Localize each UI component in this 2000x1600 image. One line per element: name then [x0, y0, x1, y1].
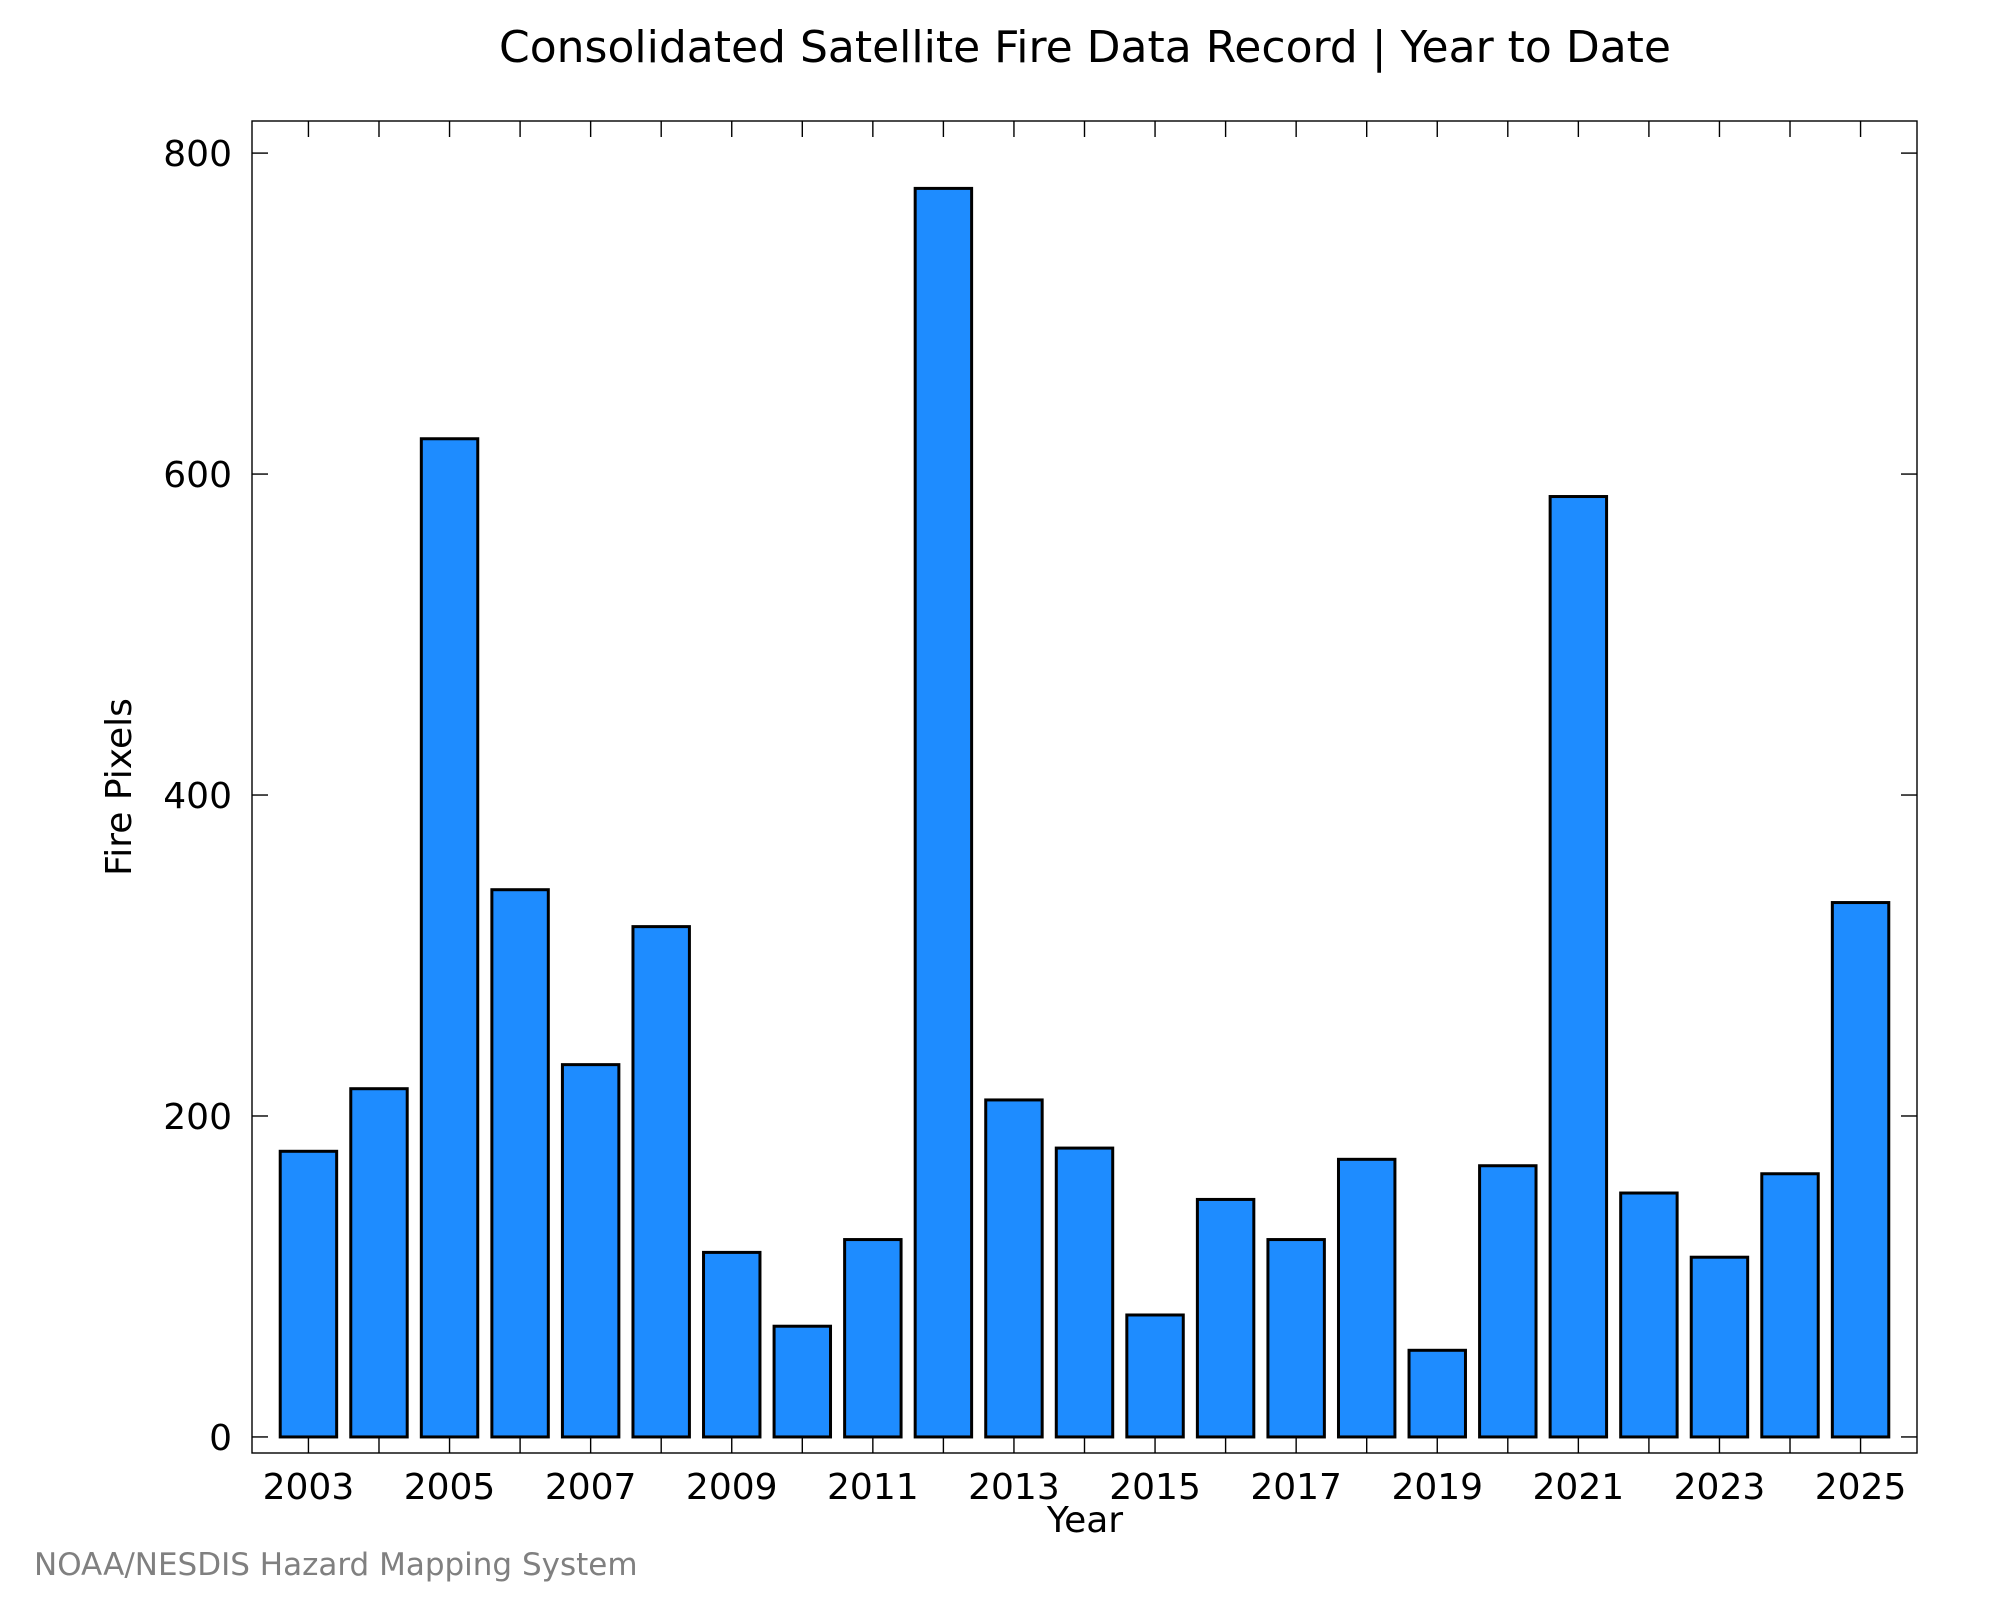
bar-2017	[1266, 1238, 1326, 1439]
y-axis: 0 200 400 600 800	[163, 134, 1917, 1459]
x-tick-label: 2019	[1391, 1467, 1483, 1508]
bar-2018	[1336, 1157, 1397, 1439]
y-tick-label: 200	[163, 1097, 232, 1138]
x-tick-label: 2013	[968, 1467, 1060, 1508]
bar-2003	[278, 1149, 339, 1439]
bar-2006	[490, 888, 550, 1439]
bar-2012	[913, 186, 974, 1439]
bars	[278, 186, 1891, 1439]
bar-2015	[1125, 1313, 1185, 1439]
x-tick-label: 2011	[827, 1467, 919, 1508]
x-tick-label: 2023	[1674, 1467, 1766, 1508]
y-axis-label: Fire Pixels	[99, 698, 140, 876]
bar-2007	[560, 1063, 621, 1439]
x-tick-label: 2003	[263, 1467, 355, 1508]
bar-2024	[1760, 1172, 1820, 1439]
y-tick-label: 800	[163, 134, 232, 175]
x-axis-label: Year	[1046, 1500, 1123, 1541]
bar-2019	[1407, 1348, 1467, 1439]
x-tick-label: 2025	[1815, 1467, 1907, 1508]
bar-2009	[702, 1250, 762, 1439]
bar-2010	[772, 1324, 833, 1439]
x-axis: 2003 2005 2007 2009 2011 2013 2015 2017 2019 2021…	[263, 121, 1907, 1508]
credit-text: NOAA/NESDIS Hazard Mapping System	[34, 1547, 638, 1583]
x-tick-label: 2005	[404, 1467, 496, 1508]
bar-2011	[843, 1238, 903, 1439]
bar-2023	[1689, 1255, 1750, 1439]
bar-2021	[1548, 495, 1609, 1439]
bar-2022	[1619, 1191, 1679, 1439]
bar-2020	[1478, 1164, 1538, 1439]
x-tick-label: 2021	[1533, 1467, 1625, 1508]
bar-2005	[419, 437, 480, 1439]
bar-2008	[631, 925, 691, 1439]
y-tick-label: 0	[209, 1418, 232, 1459]
chart-title: Consolidated Satellite Fire Data Record …	[499, 22, 1671, 73]
x-tick-label: 2007	[545, 1467, 637, 1508]
y-tick-label: 600	[163, 455, 232, 496]
bar-2016	[1195, 1197, 1256, 1439]
bar-2013	[984, 1098, 1044, 1439]
bar-2004	[349, 1087, 409, 1439]
x-tick-label: 2015	[1109, 1467, 1201, 1508]
bar-2014	[1054, 1146, 1115, 1439]
x-tick-label: 2009	[686, 1467, 778, 1508]
y-tick-label: 400	[163, 776, 232, 817]
bar-2025	[1830, 901, 1891, 1439]
x-tick-label: 2017	[1250, 1467, 1342, 1508]
